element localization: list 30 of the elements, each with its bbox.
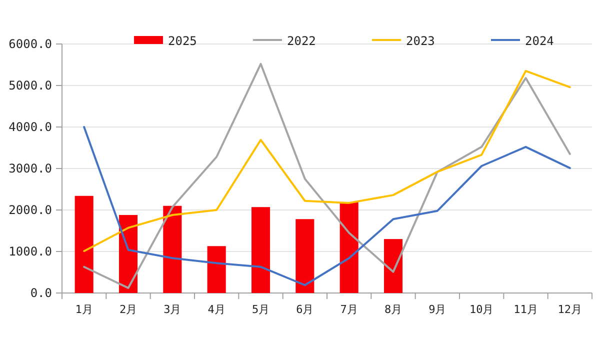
- x-tick-label: 7月: [340, 303, 358, 316]
- x-tick-label: 10月: [469, 303, 494, 316]
- legend-label: 2024: [525, 34, 554, 48]
- y-tick-label: 5000.0: [8, 78, 52, 92]
- legend-label: 2025: [168, 34, 197, 48]
- bar: [296, 219, 314, 293]
- legend-label: 2023: [406, 34, 435, 48]
- y-tick-label: 1000.0: [8, 244, 52, 258]
- bar: [251, 207, 270, 293]
- x-tick-label: 9月: [428, 303, 446, 316]
- x-tick-label: 12月: [558, 303, 582, 316]
- x-tick-label: 3月: [164, 303, 182, 316]
- y-tick-label: 3000.0: [8, 162, 52, 176]
- x-tick-label: 6月: [296, 303, 314, 316]
- y-tick-label: 0.0: [30, 286, 52, 300]
- x-tick-label: 1月: [75, 303, 93, 316]
- x-tick-label: 11月: [514, 303, 538, 316]
- y-tick-label: 6000.0: [8, 37, 52, 51]
- x-tick-label: 4月: [208, 303, 226, 316]
- y-tick-label: 4000.0: [8, 120, 52, 134]
- legend-label: 2022: [287, 34, 316, 48]
- y-tick-label: 2000.0: [8, 203, 52, 217]
- bar: [74, 196, 94, 293]
- x-tick-label: 8月: [384, 303, 402, 316]
- bar: [207, 246, 226, 293]
- x-tick-label: 5月: [252, 303, 270, 316]
- bar: [340, 202, 358, 293]
- x-tick-label: 2月: [119, 303, 138, 316]
- bar: [384, 239, 403, 293]
- bar: [163, 206, 182, 293]
